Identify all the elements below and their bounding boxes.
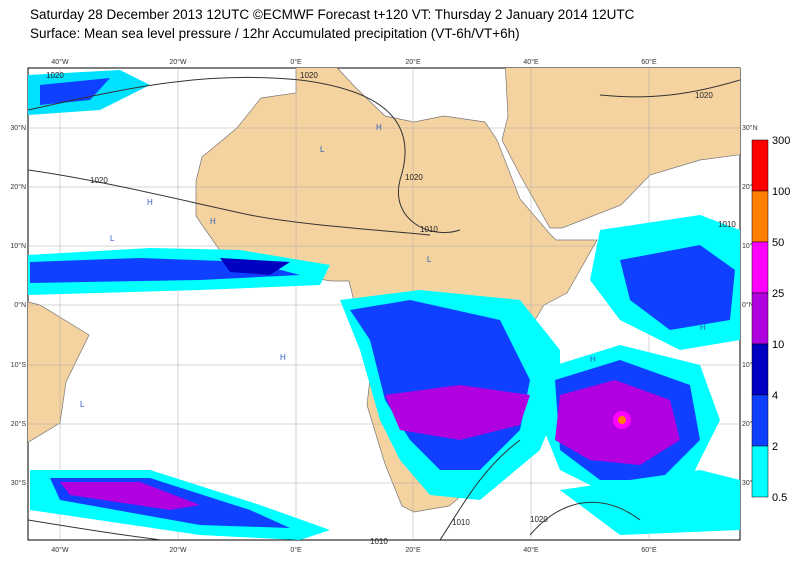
colorbar-segment — [751, 139, 769, 192]
lat-label: 10°N — [742, 242, 758, 250]
colorbar-label: 100 — [772, 186, 790, 198]
isobar-label: 1020 — [405, 173, 423, 182]
lat-label: 20°N — [742, 183, 758, 191]
colorbar-segment — [751, 241, 769, 294]
pressure-centre: H — [147, 198, 153, 207]
isobar-label: 1020 — [530, 515, 548, 524]
lon-label: 60°E — [641, 58, 657, 66]
lon-label: 20°W — [169, 58, 187, 66]
pressure-centre: H — [590, 355, 596, 364]
pressure-centre: L — [110, 234, 115, 243]
lat-label: 20°S — [11, 420, 27, 428]
lat-label: 30°S — [11, 479, 27, 487]
lat-label: 0°N — [742, 301, 754, 309]
lon-label: 20°E — [405, 546, 421, 554]
lat-label: 10°N — [10, 242, 26, 250]
isobar-label: 1010 — [420, 225, 438, 234]
isobar-label: 1020 — [90, 176, 108, 185]
pressure-centre: L — [80, 400, 85, 409]
lat-label: 20°N — [10, 183, 26, 191]
lat-label: 0°N — [14, 301, 26, 309]
isobars — [28, 76, 740, 540]
isobar-label: 1020 — [300, 71, 318, 80]
colorbar-segment — [751, 394, 769, 447]
lat-label: 10°S — [11, 361, 27, 369]
lon-label: 40°W — [51, 58, 69, 66]
colorbar-label: 10 — [772, 339, 784, 351]
colorbar: 300 100 50 25 10 4 2 0.5 — [751, 135, 790, 504]
map-body — [28, 68, 740, 540]
lon-label: 40°E — [523, 58, 539, 66]
colorbar-label: 2 — [772, 441, 778, 453]
colorbar-label: 0.5 — [772, 492, 787, 504]
lon-label: 0°E — [290, 546, 302, 554]
pressure-centre: H — [376, 123, 382, 132]
pressure-centre: L — [427, 255, 432, 264]
colorbar-segment — [751, 292, 769, 345]
colorbar-label: 300 — [772, 135, 790, 147]
pressure-centre: L — [320, 145, 325, 154]
lon-label: 60°E — [641, 546, 657, 554]
lon-label: 20°W — [169, 546, 187, 554]
lat-label: 20°S — [742, 420, 758, 428]
colorbar-segment — [751, 343, 769, 396]
subtitle-line: Surface: Mean sea level pressure / 12hr … — [30, 26, 520, 41]
map-labels: 40°W 40°W 20°W 20°W 0°E 0°E 20°E 20°E 40°E 40°E 60… — [10, 58, 757, 554]
isobar-label: 1010 — [452, 518, 470, 527]
colorbar-label: 50 — [772, 237, 784, 249]
colorbar-label: 4 — [772, 390, 778, 402]
isobar-label: 1020 — [695, 91, 713, 100]
lat-label: 30°S — [742, 479, 758, 487]
isobar-label: 1010 — [718, 220, 736, 229]
lat-label: 30°N — [10, 124, 26, 132]
pressure-centre: H — [700, 323, 706, 332]
colorbar-segment — [751, 190, 769, 243]
pressure-centre: H — [280, 353, 286, 362]
lon-label: 20°E — [405, 58, 421, 66]
lat-label: 10°S — [742, 361, 758, 369]
isobar-label: 1020 — [46, 71, 64, 80]
lon-label: 40°W — [51, 546, 69, 554]
precipitation — [28, 70, 740, 540]
lon-label: 0°E — [290, 58, 302, 66]
lat-label: 30°N — [742, 124, 758, 132]
title-line: Saturday 28 December 2013 12UTC ©ECMWF F… — [30, 7, 635, 22]
isobar-label: 1010 — [370, 537, 388, 546]
pressure-centre: H — [210, 217, 216, 226]
lon-label: 40°E — [523, 546, 539, 554]
colorbar-segment — [751, 445, 769, 498]
colorbar-label: 25 — [772, 288, 784, 300]
